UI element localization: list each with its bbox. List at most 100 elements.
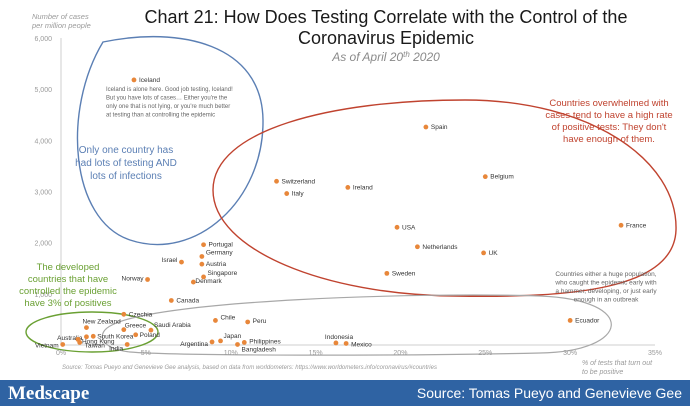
gray-annotation: enough in an outbreak [574,297,639,304]
point-label: Greece [125,323,147,330]
data-point [343,341,349,346]
data-point [209,339,215,345]
source-note: Source: Tomas Pueyo and Genevieve Gee an… [62,365,437,371]
data-point [121,311,127,317]
data-point [284,191,290,196]
green-annotation: have 3% of positives [24,298,111,309]
point-label: Canada [176,297,199,304]
data-point [121,327,127,333]
chart-title: Coronavirus Epidemic [298,28,474,48]
iceland-note: But you have lots of cases… Either you'r… [106,96,228,102]
y-tick-label: 5,000 [34,87,52,94]
data-point [84,334,89,340]
data-point [241,340,247,345]
chart-title: Chart 21: How Does Testing Correlate wit… [145,7,628,27]
y-axis-label: Number of cases [32,12,89,21]
point-label: Mexico [351,341,372,348]
data-point [274,178,279,184]
y-tick-label: 1,000 [34,292,52,299]
point-label: India [109,345,123,352]
point-label: Chile [220,314,235,321]
x-tick-label: 30% [563,350,577,357]
point-label: Belgium [490,174,513,181]
scatter-chart: 1,000 2,000 3,000 4,000 5,000 6,000 0% 5% 10% 15%… [19,7,677,376]
red-annotation: have enough of them. [563,134,655,145]
iceland-note: Iceland is alone here. Good job testing,… [106,87,233,93]
green-annotation: The developed [37,262,100,273]
point-label: Iceland [139,77,160,84]
blue-group-ellipse [76,36,264,246]
point-label: Singapore [208,270,238,277]
point-label: Italy [292,191,305,198]
point-label: Saudi Arabia [154,322,191,329]
data-point [190,279,196,285]
data-point [124,342,130,347]
x-axis-label: to be positive [582,369,623,376]
y-tick-label: 3,000 [34,190,52,197]
point-label: France [626,222,647,229]
data-point [201,242,206,248]
gray-annotation: Countries either a huge population, [555,271,656,278]
data-point [145,277,150,282]
data-point [567,318,573,323]
x-tick-label: 25% [478,350,492,357]
point-label: Ireland [353,184,373,191]
data-point [133,332,139,338]
data-point [168,298,174,303]
data-point [201,274,206,280]
point-label: Austria [206,261,227,268]
iceland-note: only one that is not lying, or you're mu… [106,104,230,110]
y-tick-label: 6,000 [34,36,52,43]
point-label: Spain [431,124,448,131]
point-label: Australia [57,335,83,342]
gray-annotation: who caught the epidemic early with [554,280,657,287]
y-tick-label: 4,000 [34,138,52,145]
data-point [179,259,184,265]
data-point [199,261,205,267]
x-tick-label: 35% [648,350,662,357]
point-label: Hong Kong [82,338,115,345]
y-axis-label: per million people [31,21,91,30]
data-point [218,338,223,344]
blue-annotation: Only one country has [79,145,174,156]
point-label: Vietnam [35,342,59,349]
iceland-note: at testing than at controlling the epide… [106,113,215,119]
data-point [77,340,83,345]
data-point [333,340,339,346]
point-label: South Korea [97,333,134,340]
point-label: New Zealand [82,319,121,326]
x-tick-label: 5% [141,350,151,357]
data-point [199,254,205,259]
x-tick-label: 20% [393,350,407,357]
point-label: Sweden [392,270,416,277]
point-label: Bangladesh [242,346,277,353]
data-point [235,342,240,347]
blue-annotation: had lots of testing AND [75,158,177,169]
point-label: Norway [122,276,145,283]
y-tick-label: 2,000 [34,241,52,248]
x-tick-label: 0% [56,350,66,357]
point-label: USA [402,224,416,231]
green-annotation: controlled the epidemic [19,286,117,297]
data-point [245,319,251,325]
point-label: UK [489,250,499,257]
x-tick-label: 15% [309,350,323,357]
blue-annotation: lots of infections [90,171,162,182]
point-label: Switzerland [282,178,316,185]
data-point [84,325,89,331]
data-point [481,250,486,256]
red-annotation: of positive tests: They don't [552,122,667,133]
point-label: Netherlands [422,244,458,251]
point-label: Japan [224,333,242,340]
gray-group-ellipse [101,294,612,356]
x-tick-label: 10% [224,350,238,357]
point-label: Denmark [195,278,222,285]
chart-subtitle: As of April 20th 2020 [331,50,440,64]
medscape-logo: Medscape [8,383,90,404]
point-label: Peru [253,318,267,325]
point-label: Czechia [129,311,153,318]
red-group-ellipse [212,99,677,297]
footer-bar: Medscape Source: Tomas Pueyo and Genevie… [0,380,690,406]
data-point [345,185,351,190]
data-point [213,318,218,323]
